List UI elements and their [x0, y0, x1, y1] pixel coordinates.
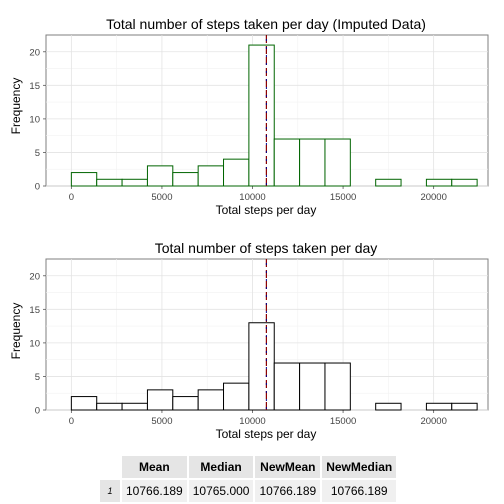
x-tick-label: 0 — [69, 416, 74, 427]
y-axis-label: Frequency — [9, 78, 23, 135]
histogram-bar — [375, 402, 402, 411]
y-axis-label: Frequency — [9, 303, 23, 360]
histogram-bar — [146, 389, 174, 411]
stats-table: Mean Median NewMean NewMedian 1 10766.18… — [100, 456, 397, 502]
histogram-bar — [172, 396, 199, 411]
histogram-bar — [375, 178, 402, 187]
y-tick-label: 10 — [29, 338, 40, 349]
row-index-header — [100, 456, 121, 479]
histogram-bar — [70, 172, 98, 187]
row-index: 1 — [100, 478, 121, 502]
histogram-bar — [273, 138, 301, 187]
figure: Total number of steps taken per day (Imp… — [9, 16, 489, 441]
x-tick-label: 5000 — [151, 416, 172, 427]
histogram-bar — [248, 322, 275, 411]
y-tick-label: 5 — [35, 148, 40, 159]
histogram-bar — [324, 362, 351, 411]
y-tick-label: 15 — [29, 305, 40, 316]
y-tick-label: 15 — [29, 81, 40, 92]
y-tick-label: 20 — [29, 271, 40, 282]
histogram-bar — [96, 178, 123, 187]
cell-median: 10765.000 — [186, 478, 255, 502]
chart-original: Total number of steps taken per day 0 500… — [9, 240, 489, 441]
histogram-bar — [425, 402, 453, 411]
histogram-bar — [248, 44, 275, 187]
y-tick-label: 0 — [35, 182, 40, 193]
histogram-bar — [197, 389, 225, 411]
y-tick-label: 20 — [29, 47, 40, 58]
cell-mean: 10766.189 — [120, 478, 188, 502]
x-axis-label: Total steps per day — [216, 203, 317, 217]
x-tick-label: 5000 — [151, 192, 172, 203]
histogram-bar — [121, 178, 148, 187]
histogram-bar — [146, 165, 174, 187]
x-axis-label: Total steps per day — [216, 427, 317, 441]
histogram-bar — [425, 178, 453, 187]
x-tick-label: 15000 — [330, 416, 356, 427]
table-row: 1 10766.189 10765.000 10766.189 10766.18… — [100, 478, 397, 502]
y-tick-label: 0 — [35, 406, 40, 417]
histogram-bar — [324, 138, 351, 187]
x-tick-label: 15000 — [330, 192, 356, 203]
histogram-bar — [273, 362, 301, 411]
plot-panel: 0 5000 10000 15000 20000 0 5 10 15 20 — [29, 34, 489, 203]
stats-header-row: Mean Median NewMean NewMedian — [100, 456, 397, 479]
histogram-bar — [223, 158, 250, 187]
histogram-bar — [299, 362, 326, 411]
chart-title: Total number of steps taken per day (Imp… — [106, 16, 426, 32]
histogram-bar — [299, 138, 326, 187]
header-newmedian: NewMedian — [320, 456, 397, 479]
chart-imputed: Total number of steps taken per day (Imp… — [9, 16, 489, 217]
x-tick-label: 10000 — [239, 192, 265, 203]
chart-title: Total number of steps taken per day — [155, 240, 378, 256]
x-tick-label: 10000 — [239, 416, 265, 427]
x-tick-label: 0 — [69, 192, 74, 203]
header-mean: Mean — [120, 456, 188, 479]
x-tick-label: 20000 — [420, 192, 446, 203]
histogram-bar — [172, 172, 199, 187]
histogram-bar — [121, 402, 148, 411]
header-newmean: NewMean — [253, 456, 322, 479]
plot-panel: 0 5000 10000 15000 20000 0 5 10 15 20 — [29, 258, 489, 427]
cell-newmedian: 10766.189 — [320, 478, 397, 502]
histogram-bar — [70, 396, 98, 411]
cell-newmean: 10766.189 — [253, 478, 322, 502]
histogram-bar — [451, 178, 478, 187]
x-tick-label: 20000 — [420, 416, 446, 427]
y-tick-label: 10 — [29, 114, 40, 125]
histogram-bar — [197, 165, 225, 187]
y-tick-label: 5 — [35, 372, 40, 383]
histogram-bar — [96, 402, 123, 411]
header-median: Median — [186, 456, 255, 479]
histogram-bar — [451, 402, 478, 411]
histogram-bar — [223, 382, 250, 411]
